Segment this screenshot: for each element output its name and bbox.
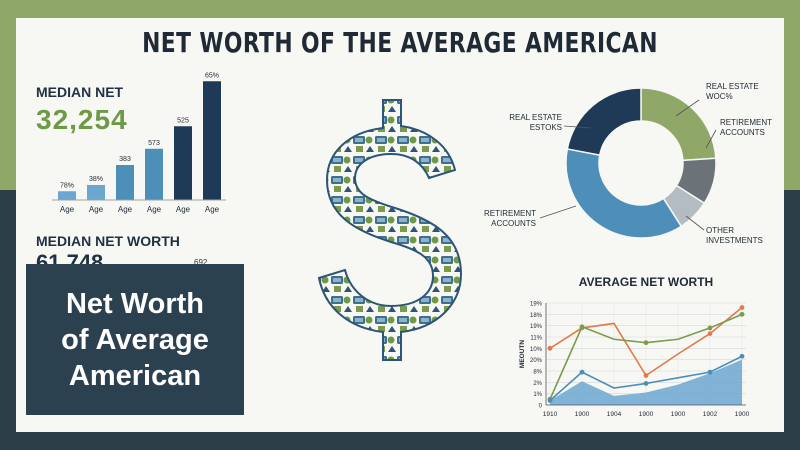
bar-category-label-4: Age [176, 205, 191, 214]
median-net-worth-value: 61,748 [36, 250, 104, 266]
y-tick-4: 20% [530, 358, 543, 364]
y-tick-3: 8% [533, 370, 542, 376]
bar-category-label-0: Age [60, 205, 75, 214]
donut-label-2: OTHER INVESTMENTS [706, 226, 763, 245]
bar-data-label-3: 573 [148, 140, 160, 147]
line-point-0-3 [643, 373, 649, 378]
overlay-line-2: of Average [61, 323, 209, 356]
bar-3 [145, 148, 163, 200]
y-tick-9: 19% [530, 302, 543, 308]
donut-leader-2 [685, 215, 705, 231]
bar-category-label-3: Age [147, 205, 162, 214]
bar-5 [203, 81, 221, 200]
bar-data-label-5: 65% [205, 72, 219, 79]
median-net-label: MEDIAN NET [36, 84, 124, 100]
bar-data-label-4: 525 [177, 117, 189, 124]
line-point-0-0 [547, 345, 553, 351]
x-tick-2: 1904 [607, 411, 622, 418]
x-tick-6: 1900 [735, 411, 750, 418]
y-tick-8: 18% [530, 313, 543, 319]
x-tick-4: 1900 [671, 411, 686, 418]
bar-category-label-5: Age [205, 205, 220, 214]
donut-slice-3 [565, 148, 683, 239]
y-tick-0: 0 [539, 404, 543, 410]
line-point-2-5 [707, 369, 713, 375]
overlay-line-1: Net Worth [65, 287, 204, 320]
median-net-value: 32,254 [36, 104, 128, 135]
bar-2 [116, 165, 134, 200]
y-tick-1: 1% [533, 392, 542, 398]
bar-0 [58, 191, 76, 200]
donut-label-3: RETIREMENT ACCOUNTS [484, 209, 536, 228]
bar-category-label-2: Age [118, 205, 133, 214]
line-point-1-6 [739, 311, 745, 317]
y-tick-6: 11% [530, 336, 542, 342]
line-point-2-0 [547, 398, 553, 403]
line-point-2-6 [739, 353, 745, 359]
line-point-1-5 [707, 325, 713, 331]
bar-4 [174, 126, 192, 200]
infographic-card: NET WORTH OF THE AVERAGE AMERICAN MEDIAN… [16, 18, 784, 432]
donut-leader-1 [705, 129, 717, 149]
average-net-worth-line-chart: AVERAGE NET WORTH 0 1% 2% 8% 20% 10% 11% 19% 18% 1… [519, 275, 750, 418]
line-point-0-6 [739, 305, 745, 310]
line-point-2-1 [579, 369, 585, 375]
line-point-0-5 [707, 331, 713, 336]
overlay-title-box: Net Worth of Average American [26, 264, 244, 415]
donut-leader-4 [563, 125, 592, 129]
area-series [550, 359, 742, 405]
y-axis-label: MEOUTN [519, 340, 526, 368]
bar-category-label-1: Age [89, 205, 104, 214]
line-point-2-3 [643, 381, 649, 386]
x-tick-5: 1902 [703, 411, 718, 418]
bar-data-label-0: 78% [60, 182, 74, 189]
median-net-worth-label: MEDIAN NET WORTH [36, 233, 180, 249]
y-tick-7: 19% [530, 324, 543, 330]
x-tick-3: 1900 [639, 411, 654, 418]
donut-leader-3 [539, 205, 577, 219]
asset-donut-chart: REAL ESTATE WOC% RETIREMENT ACCOUNTS OTHER IN… [484, 82, 772, 245]
donut-label-1: RETIREMENT ACCOUNTS [720, 118, 772, 137]
dollar-sign-icon [317, 99, 463, 361]
line-point-1-3 [643, 340, 649, 346]
x-tick-1: 1900 [575, 411, 590, 418]
donut-label-4: REAL ESTATE ESTOKS [509, 113, 562, 132]
donut-slice-4 [566, 87, 642, 157]
donut-leader-0 [675, 99, 700, 117]
x-tick-0: 1910 [543, 411, 558, 418]
age-bar-chart: 78% Age 38% Age 383 Age 573 Age 525 Age 65% Age [52, 72, 226, 214]
overlay-line-3: American [68, 359, 202, 392]
bar-1 [87, 185, 105, 200]
y-tick-5: 10% [530, 347, 543, 353]
bar-data-label-1: 38% [89, 176, 103, 183]
bar-data-label-2: 383 [119, 156, 131, 163]
donut-label-0: REAL ESTATE WOC% [706, 82, 759, 101]
y-tick-2: 2% [533, 381, 542, 387]
page-title: NET WORTH OF THE AVERAGE AMERICAN [142, 26, 658, 59]
overlay-title: Net Worth of Average American [61, 286, 209, 394]
line-point-1-1 [579, 324, 585, 330]
line-chart-title: AVERAGE NET WORTH [579, 275, 713, 289]
stray-value: 692 [194, 258, 208, 267]
